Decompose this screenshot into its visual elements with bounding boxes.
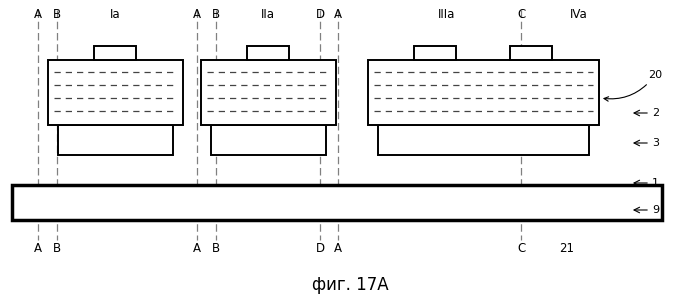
Text: 1: 1 xyxy=(652,178,659,188)
Text: B: B xyxy=(53,242,61,254)
Bar xyxy=(368,60,598,125)
Text: IIa: IIa xyxy=(261,8,275,22)
Bar xyxy=(510,46,552,60)
Text: A: A xyxy=(34,242,42,254)
Text: Ia: Ia xyxy=(110,8,120,22)
Text: A: A xyxy=(193,242,201,254)
Text: 3: 3 xyxy=(652,138,659,148)
Text: C: C xyxy=(517,242,525,254)
Text: D: D xyxy=(316,242,325,254)
Bar xyxy=(12,185,662,220)
Bar xyxy=(377,125,589,155)
Bar xyxy=(211,125,326,155)
Text: A: A xyxy=(334,242,342,254)
Bar xyxy=(57,125,172,155)
Bar xyxy=(48,60,183,125)
Text: 9: 9 xyxy=(652,205,659,215)
Text: 21: 21 xyxy=(559,242,575,254)
Text: фиг. 17A: фиг. 17A xyxy=(312,276,388,294)
Text: B: B xyxy=(212,242,220,254)
Text: A: A xyxy=(193,8,201,22)
Text: D: D xyxy=(316,8,325,22)
Text: B: B xyxy=(53,8,61,22)
Text: A: A xyxy=(334,8,342,22)
Text: C: C xyxy=(517,8,525,22)
Text: 2: 2 xyxy=(652,108,659,118)
Bar xyxy=(200,60,335,125)
Bar xyxy=(247,46,289,60)
Text: IVa: IVa xyxy=(570,8,588,22)
Text: IIIa: IIIa xyxy=(438,8,456,22)
Text: B: B xyxy=(212,8,220,22)
Bar xyxy=(94,46,136,60)
Text: 20: 20 xyxy=(604,70,662,101)
Text: A: A xyxy=(34,8,42,22)
Bar xyxy=(414,46,456,60)
